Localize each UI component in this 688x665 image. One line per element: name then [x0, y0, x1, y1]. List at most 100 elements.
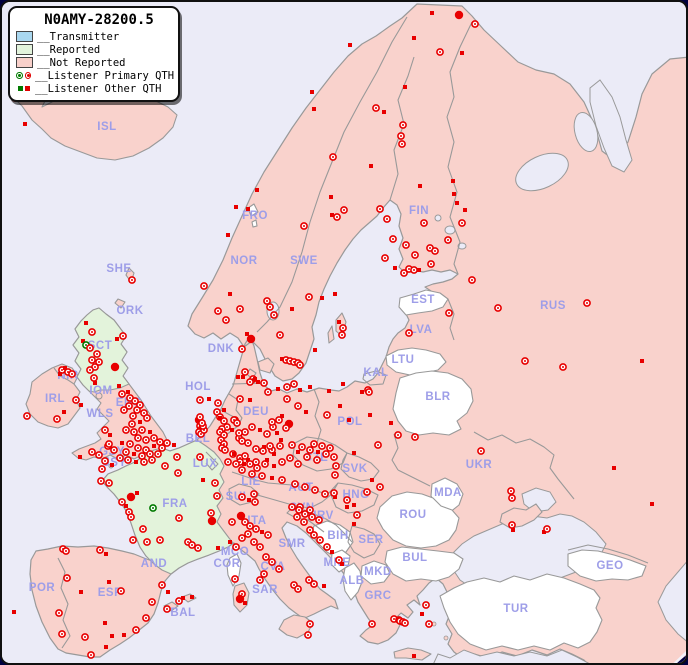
sea-azov-sea	[521, 487, 557, 513]
listener-marker-center	[217, 402, 219, 404]
listener-marker-center	[214, 482, 216, 484]
listener-marker-center	[249, 525, 251, 527]
listener-marker-center	[137, 437, 139, 439]
listener-marker-center	[296, 516, 298, 518]
listener-marker-center	[511, 524, 513, 526]
listener-marker-center	[264, 463, 266, 465]
listener-marker-center	[61, 369, 63, 371]
listener-marker-center	[128, 511, 130, 513]
listener-marker-center	[235, 546, 237, 548]
listener-other-qth-marker	[369, 164, 373, 168]
country-border	[228, 483, 260, 506]
listener-marker-center	[244, 431, 246, 433]
listener-marker-center	[201, 422, 203, 424]
listener-other-qth-marker	[333, 292, 337, 296]
listener-marker-center	[104, 429, 106, 431]
listener-marker-center	[146, 417, 148, 419]
listener-other-qth-marker	[246, 207, 250, 211]
listener-marker-center	[291, 506, 293, 508]
country-label-nor: NOR	[230, 255, 257, 267]
listener-marker-center	[199, 456, 201, 458]
listener-other-qth-marker	[322, 584, 326, 588]
listener-other-qth-marker	[12, 610, 16, 614]
listener-marker-center	[307, 634, 309, 636]
legend-item-1: __Reported	[16, 43, 172, 56]
listener-marker-center	[227, 461, 229, 463]
listener-marker-center	[343, 209, 345, 211]
listener-other-qth-marker	[107, 580, 111, 584]
listener-marker-center	[241, 469, 243, 471]
listener-marker-center	[289, 457, 291, 459]
country-label-ltu: LTU	[391, 354, 414, 366]
listener-marker-center	[316, 459, 318, 461]
country-label-lva: LVA	[410, 324, 433, 336]
listener-marker-center	[58, 612, 60, 614]
country-label-iom: IOM	[89, 385, 112, 397]
country-label-tur: TUR	[503, 603, 528, 615]
country-label-lie: LIE	[241, 476, 260, 488]
listener-other-qth-marker	[341, 382, 345, 386]
listener-other-qth-marker	[218, 416, 222, 420]
listener-marker-center	[334, 474, 336, 476]
listener-marker-center	[304, 513, 306, 515]
listener-marker-center	[448, 312, 450, 314]
country-label-alb: ALB	[339, 575, 364, 587]
listener-marker-center	[333, 492, 335, 494]
listener-marker-center	[429, 247, 431, 249]
country-geo	[567, 549, 647, 582]
listener-other-qth-marker	[103, 621, 107, 625]
country-label-mco: MCO	[221, 546, 249, 558]
listener-marker-center	[141, 455, 143, 457]
listener-marker-center	[234, 578, 236, 580]
listener-marker-center	[279, 334, 281, 336]
listener-other-qth-marker	[78, 455, 82, 459]
country-label-swe: SWE	[290, 255, 318, 267]
listener-marker-center	[400, 135, 402, 137]
listener-other-qth-marker	[650, 502, 654, 506]
listener-marker-center	[247, 533, 249, 535]
listener-other-qth-marker	[265, 458, 269, 462]
listener-marker-center	[403, 272, 405, 274]
listener-marker-center	[286, 398, 288, 400]
listener-marker-center	[89, 369, 91, 371]
country-label-rou: ROU	[399, 509, 426, 521]
listener-primary-qth-marker	[207, 516, 217, 526]
listener-marker-center	[96, 353, 98, 355]
listener-marker-center	[297, 463, 299, 465]
country-border	[362, 370, 387, 386]
listener-marker-center	[133, 431, 135, 433]
listener-marker-center	[293, 383, 295, 385]
listener-marker-center	[326, 414, 328, 416]
listener-marker-center	[238, 432, 240, 434]
listener-marker-center	[98, 361, 100, 363]
legend-item-3: __Listener Primary QTH	[16, 69, 174, 82]
listener-marker-center	[397, 434, 399, 436]
listener-other-qth-marker	[228, 292, 232, 296]
country-fro-1	[247, 203, 259, 217]
listener-marker-center	[244, 521, 246, 523]
listener-other-qth-marker	[279, 438, 283, 442]
country-orkney	[114, 298, 126, 309]
listener-marker-center	[335, 465, 337, 467]
listener-other-qth-marker	[23, 122, 27, 126]
listener-other-qth-marker	[290, 307, 294, 311]
listener-marker-center	[338, 559, 340, 561]
listener-primary-qth-marker	[454, 10, 464, 20]
country-label-hol: HOL	[185, 381, 211, 393]
listener-marker-center	[368, 391, 370, 393]
listener-marker-center	[272, 426, 274, 428]
country-label-esp: ESP	[98, 587, 123, 599]
listener-marker-center	[262, 450, 264, 452]
listener-marker-center	[132, 415, 134, 417]
listener-marker-center	[101, 468, 103, 470]
legend-swatch	[16, 31, 33, 42]
listener-marker-center	[309, 449, 311, 451]
country-label-por: POR	[29, 582, 56, 594]
listener-marker-center	[151, 601, 153, 603]
listener-marker-center	[329, 447, 331, 449]
listener-marker-center	[135, 629, 137, 631]
country-border	[256, 16, 408, 333]
listener-marker-center	[128, 405, 130, 407]
listener-marker-center	[309, 509, 311, 511]
legend-item-label: __Not Reported	[37, 56, 126, 69]
